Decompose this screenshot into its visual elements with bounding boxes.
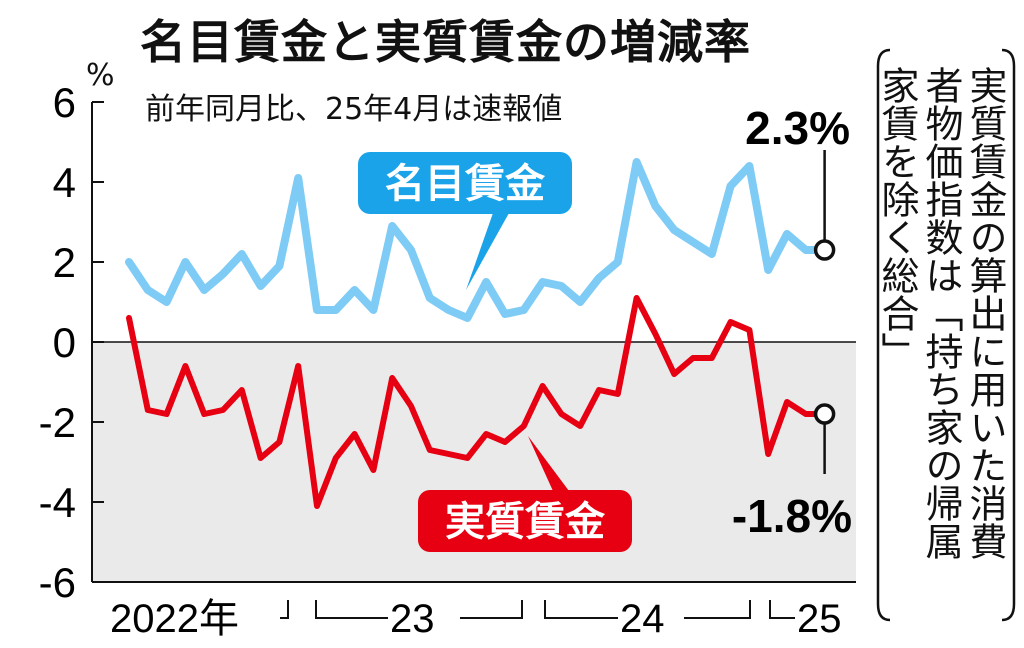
end-value-label-0: 2.3%: [745, 102, 850, 154]
footnote-line-3: 家賃を除く総合」: [875, 66, 919, 370]
end-point-marker-0: [813, 239, 836, 261]
footnote-line-2: 者物価指数は「持ち家の帰属: [919, 66, 963, 560]
series-tag-1-label: 実質賃金: [445, 499, 606, 545]
series-tag-1-pointer: [528, 436, 569, 491]
footnote-brackets: [876, 48, 1016, 622]
y-tick-label: 4: [53, 159, 76, 206]
footnote-line-1: 実質賃金の算出に用いた消費: [963, 66, 1007, 560]
series-tag-1-box: [418, 490, 632, 552]
end-point-marker-1: [813, 403, 836, 425]
x-tick-label: 2022年: [110, 597, 239, 641]
y-axis-unit: %: [86, 58, 115, 93]
x-tick-label: 23: [390, 597, 435, 641]
chart-title: 名目賃金と実質賃金の増減率: [140, 15, 751, 69]
end-value-label-1: -1.8%: [732, 490, 852, 542]
series-tag-0-box: [358, 152, 572, 214]
series-line-1: [126, 295, 828, 509]
series-tag-0-pointer: [466, 213, 509, 290]
x-tick-label: 25: [797, 597, 842, 641]
x-label-background: [795, 594, 858, 640]
x-label-background: [388, 594, 460, 640]
x-label-background: [108, 594, 280, 640]
y-tick-label: -4: [39, 479, 76, 526]
series-line-0: [125, 158, 829, 322]
footnote-box: 実質賃金の算出に用いた消費 者物価指数は「持ち家の帰属 家賃を除く総合」: [872, 44, 1020, 626]
x-tick-label: 24: [620, 597, 665, 641]
y-tick-label: 0: [53, 319, 76, 366]
series-tag-0-label: 名目賃金: [385, 161, 546, 207]
y-tick-label: 6: [53, 79, 76, 126]
y-tick-label: -6: [39, 559, 76, 606]
y-tick-label: 2: [53, 239, 76, 286]
chart-subtitle: 前年同月比、25年4月は速報値: [145, 92, 563, 127]
x-label-background: [618, 594, 684, 640]
y-tick-label: -2: [39, 399, 76, 446]
